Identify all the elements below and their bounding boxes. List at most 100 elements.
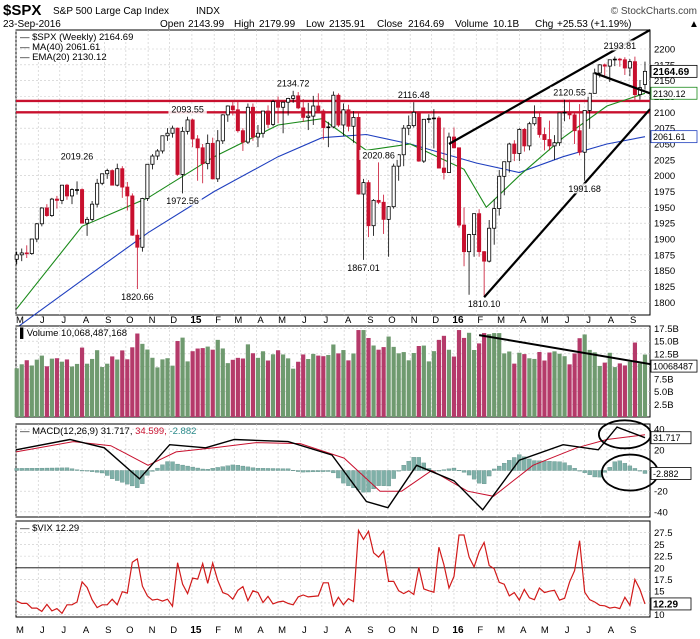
- volume-bar: [582, 334, 587, 417]
- macd-histogram-bar: [351, 470, 356, 489]
- ohlc-bar: Open 2143.99 High 2179.99 Low 2135.91 Cl…: [160, 19, 699, 30]
- macd-histogram-bar: [527, 458, 532, 471]
- ema20-legend: — EMA(20) 2130.12: [20, 52, 107, 63]
- candle: [145, 163, 150, 201]
- volume-bar: [471, 349, 477, 417]
- macd-histogram-bar: [170, 461, 175, 471]
- macd-histogram-bar: [265, 468, 271, 471]
- candle: [577, 104, 582, 156]
- candle: [572, 112, 577, 144]
- price-ytick-label: 2000: [654, 171, 675, 182]
- price-ytick-label: 1950: [654, 203, 675, 214]
- price-date-label: D: [170, 315, 177, 326]
- macd-histogram-bar: [175, 463, 180, 471]
- volume-bar: [401, 352, 406, 417]
- price-date-label: F: [477, 315, 483, 326]
- macd-histogram-bar: [456, 470, 462, 471]
- volume-bar: [456, 330, 462, 417]
- bottom-date-label: S: [630, 625, 636, 636]
- macd-histogram-bar: [607, 467, 612, 471]
- volume-bar: [527, 358, 532, 417]
- macd-histogram-bar: [235, 465, 241, 471]
- close-value: 2164.69: [408, 19, 445, 30]
- macd-histogram-bar: [502, 463, 507, 471]
- price-date-label: S: [105, 315, 111, 326]
- volume-bar: [145, 349, 150, 417]
- candle: [542, 127, 547, 151]
- macd-histogram-bar: [105, 470, 110, 476]
- volume-bar: [507, 351, 512, 417]
- price-value-tag: [650, 86, 698, 100]
- volume-bar: [512, 363, 517, 417]
- volume-bar: [416, 346, 421, 417]
- volume-bar: [492, 333, 497, 417]
- candle: [351, 111, 356, 143]
- macd-histogram-bar: [291, 469, 296, 471]
- volume-bar: [627, 361, 632, 417]
- candle: [281, 101, 286, 134]
- macd-histogram-bar: [160, 464, 165, 471]
- macd-histogram-bar: [285, 468, 291, 471]
- price-ytick-label: 1825: [654, 282, 675, 293]
- volume-bar: [155, 367, 160, 417]
- macd-value-tag: [650, 467, 692, 480]
- candle: [341, 103, 346, 136]
- price-ytick-label: 2200: [654, 45, 675, 56]
- volume-bar: [39, 355, 44, 417]
- candle: [95, 178, 100, 208]
- macd-histogram-bar: [622, 463, 628, 471]
- candle: [391, 163, 396, 209]
- macd-histogram-bar: [592, 470, 597, 478]
- volume-bar: [341, 350, 346, 417]
- price-ytick-label: 2075: [654, 124, 675, 135]
- candle: [34, 223, 39, 243]
- macd-histogram-bar: [89, 470, 95, 472]
- macd-histogram-bar: [64, 467, 70, 471]
- candle: [582, 110, 587, 181]
- bottom-date-label: 15: [190, 625, 202, 636]
- macd-histogram-bar: [84, 470, 90, 472]
- price-date-label: A: [345, 315, 352, 326]
- change-value: +25.53 (+1.19%): [557, 19, 632, 30]
- macd-histogram-bar: [481, 470, 487, 485]
- candle: [19, 248, 24, 262]
- macd-histogram-bar: [110, 470, 115, 479]
- volume-bar: [572, 353, 577, 417]
- price-annotation: 2019.26: [61, 151, 94, 161]
- volume-bar: [44, 366, 49, 417]
- macd-histogram-bar: [632, 468, 638, 471]
- volume-bar: [381, 347, 386, 417]
- price-annotation: 1972.56: [166, 196, 199, 206]
- ma40-legend: — MA(40) 2061.61: [20, 42, 100, 53]
- volume-bar: [351, 353, 356, 417]
- volume-bar: [451, 356, 457, 417]
- candle: [165, 128, 170, 141]
- candle: [532, 105, 537, 126]
- symbol-title: $SPX: [3, 2, 41, 19]
- price-annotation: 2120.55: [553, 87, 586, 97]
- candle: [175, 127, 180, 176]
- vix-ytick-label: 15: [654, 587, 665, 598]
- macd-histogram-bar: [582, 470, 587, 473]
- price-value-tag-label: 2061.61: [653, 132, 686, 142]
- volume-bar: [597, 365, 602, 417]
- bottom-date-label: A: [257, 625, 264, 636]
- volume-bar: [95, 350, 100, 417]
- macd-histogram-bar: [155, 467, 160, 471]
- volume-bar: [477, 343, 482, 417]
- candle: [361, 178, 366, 260]
- volume-bar: [220, 348, 225, 417]
- volume-bar: [29, 365, 34, 417]
- price-date-label: A: [520, 315, 527, 326]
- volume-bar: [532, 358, 537, 417]
- macd-histogram-bar: [39, 467, 44, 471]
- vix-ytick-label: 20: [654, 563, 665, 574]
- volume-bar: [84, 363, 90, 417]
- volume-bar: [125, 359, 130, 417]
- price-legend-title: — $SPX (Weekly) 2164.69: [20, 32, 133, 43]
- macd-histogram-bar: [225, 465, 230, 471]
- macd-histogram-bar: [381, 470, 386, 486]
- macd-histogram-bar: [602, 470, 607, 473]
- candle: [627, 59, 632, 77]
- candle: [632, 56, 637, 101]
